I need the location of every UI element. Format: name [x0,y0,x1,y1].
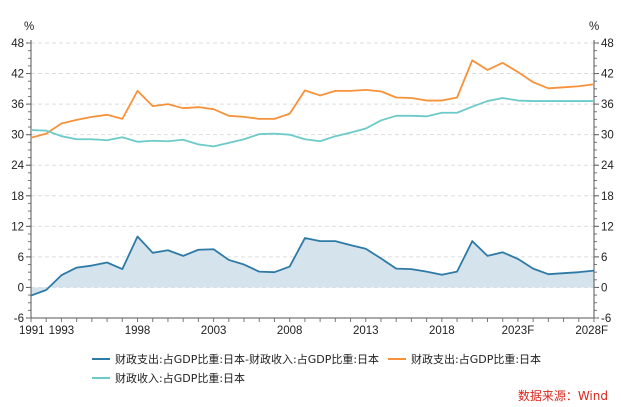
x-tick-label: 1993 [49,325,75,337]
y-tick-label-left: 24 [11,160,24,172]
legend-label: 财政支出:占GDP比重:日本-财政收入:占GDP比重:日本 [115,353,380,366]
x-tick-label: 2023F [502,325,535,337]
legend-item-deficit[interactable]: 财政支出:占GDP比重:日本-财政收入:占GDP比重:日本 [92,351,379,367]
y-tick-label-right: 42 [601,69,614,81]
y-tick-label-right: 30 [601,130,614,142]
x-tick-label: 1998 [125,325,151,337]
x-tick-label: 2003 [201,325,227,337]
x-tick-label: 1991 [19,325,45,337]
legend-label: 财政收入:占GDP比重:日本 [115,372,246,385]
axes: -6 -6 0 0 6 6 12 12 18 18 24 24 30 30 36 36 42 42 48 48 1991… [11,38,614,337]
y-tick-label-right: 12 [601,221,614,233]
data-source: 数据来源：Wind [517,389,608,403]
series-line-2 [30,97,594,148]
legend-swatch [92,357,110,361]
y-tick-label-right: 18 [601,191,614,203]
y-tick-label-left: 42 [11,69,24,81]
x-tick-label: 2028F [575,325,608,337]
series-area-0 [31,236,594,296]
y-tick-label-right: 48 [601,38,614,50]
y-tick-label-left: 30 [11,130,24,142]
y-tick-label-left: 12 [11,221,24,233]
y-tick-label-right: 6 [601,252,607,264]
right-unit-label: % [589,21,599,33]
deficit-area [31,236,594,296]
series-lines [30,59,595,297]
x-tick-label: 2018 [429,325,455,337]
y-tick-label-right: -6 [601,313,611,325]
x-tick-label: 2013 [353,325,379,337]
legend-swatch [388,357,406,361]
x-tick-label: 2008 [277,325,303,337]
y-tick-label-right: 0 [601,282,607,294]
y-tick-label-left: -6 [14,313,24,325]
y-tick-label-left: 36 [11,99,24,111]
gridlines [31,42,594,288]
y-tick-label-right: 36 [601,99,614,111]
y-tick-label-right: 24 [601,160,614,172]
series-line-1 [30,59,595,139]
left-unit-label: % [24,21,34,33]
legend-swatch [92,376,110,380]
legend-item-expenditure[interactable]: 财政支出:占GDP比重:日本 [388,351,541,367]
legend-item-revenue[interactable]: 财政收入:占GDP比重:日本 [92,370,245,386]
legend-label: 财政支出:占GDP比重:日本 [411,353,542,366]
y-tick-label-left: 48 [11,38,24,50]
y-tick-label-left: 6 [18,252,24,264]
y-tick-label-left: 18 [11,191,24,203]
y-tick-label-left: 0 [18,282,24,294]
series-line-0 [30,235,595,297]
